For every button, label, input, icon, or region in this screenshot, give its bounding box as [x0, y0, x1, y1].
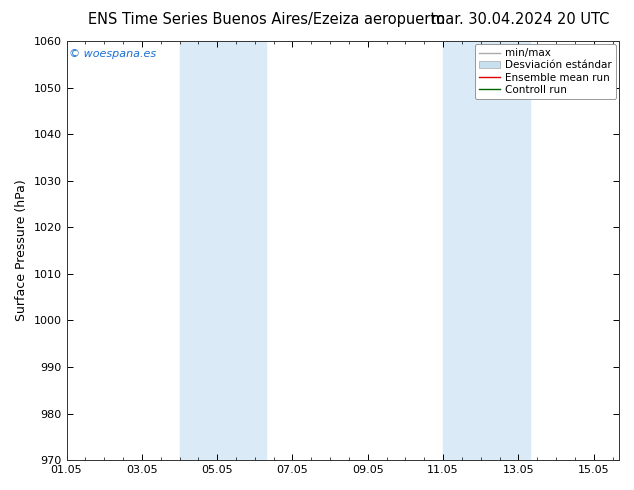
Text: mar. 30.04.2024 20 UTC: mar. 30.04.2024 20 UTC	[430, 12, 609, 27]
Text: ENS Time Series Buenos Aires/Ezeiza aeropuerto: ENS Time Series Buenos Aires/Ezeiza aero…	[87, 12, 445, 27]
Y-axis label: Surface Pressure (hPa): Surface Pressure (hPa)	[15, 180, 28, 321]
Text: © woespana.es: © woespana.es	[69, 49, 157, 59]
Bar	[179, 41, 266, 460]
Bar	[443, 41, 530, 460]
Legend: min/max, Desviación estándar, Ensemble mean run, Controll run: min/max, Desviación estándar, Ensemble m…	[475, 44, 616, 99]
